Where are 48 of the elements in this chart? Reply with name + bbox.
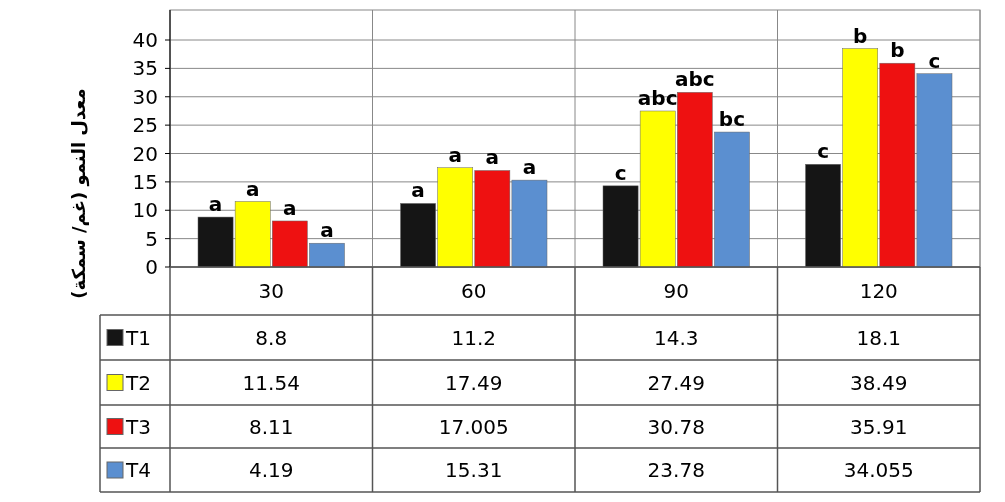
- data-label: 11.54: [242, 370, 300, 395]
- data-label: 8.11: [248, 414, 294, 439]
- data-label: 17.49: [445, 370, 503, 395]
- annotation: b: [853, 23, 868, 48]
- data-label: 15.31: [445, 458, 503, 482]
- data-label: 34.055: [843, 458, 914, 482]
- data-label: 30.78: [647, 414, 705, 439]
- x-tick-label: 60: [461, 279, 487, 303]
- data-label: 18.1: [856, 325, 902, 350]
- annotation: a: [522, 155, 537, 180]
- x-tick-label: 90: [663, 279, 689, 303]
- data-label: 11.2: [451, 325, 497, 350]
- annotation: bc: [718, 107, 746, 132]
- annotation: c: [817, 139, 829, 164]
- annotation: a: [208, 192, 223, 217]
- legend-label: T4: [125, 458, 151, 482]
- y-tick-label: 10: [132, 198, 158, 223]
- y-tick-label: 5: [145, 226, 158, 251]
- data-label: 23.78: [647, 458, 705, 482]
- annotation: a: [411, 178, 425, 203]
- legend-label: T2: [125, 370, 151, 395]
- legend-label: T3: [125, 414, 151, 439]
- data-label: 38.49: [850, 370, 908, 395]
- annotation: a: [320, 218, 334, 243]
- data-label: 35.91: [850, 414, 908, 439]
- x-tick-label: 120: [859, 279, 898, 303]
- y-axis-title: معدل النمو (غم/ سمكة): [68, 88, 90, 299]
- annotation: a: [283, 195, 297, 220]
- y-tick-label: 15: [132, 169, 158, 194]
- x-tick-label: 30: [258, 279, 284, 303]
- data-label: 4.19: [248, 458, 294, 482]
- y-tick-label: 30: [132, 84, 158, 109]
- legend-label: T1: [125, 325, 151, 350]
- annotation: a: [448, 142, 462, 167]
- y-tick-label: 0: [145, 255, 158, 279]
- data-label: 14.3: [653, 325, 699, 350]
- annotation: c: [614, 160, 627, 185]
- annotation: a: [485, 145, 500, 170]
- annotation: a: [245, 176, 260, 201]
- data-label: 8.8: [255, 325, 288, 350]
- annotation: c: [928, 48, 941, 73]
- data-label: 27.49: [647, 370, 705, 395]
- y-tick-label: 35: [132, 56, 158, 81]
- annotation: b: [890, 38, 905, 63]
- y-tick-label: 20: [132, 141, 158, 166]
- data-label: 17.005: [438, 414, 509, 439]
- y-tick-label: 25: [132, 113, 158, 138]
- y-tick-label: 40: [132, 28, 158, 52]
